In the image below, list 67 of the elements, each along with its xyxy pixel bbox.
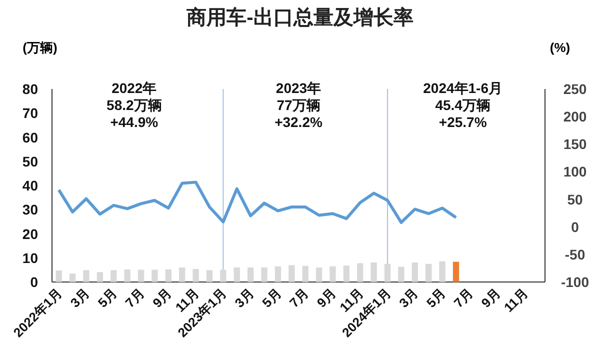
y-tick-label: 30 [22,202,38,218]
bar [247,268,254,282]
y-tick-label: 70 [22,105,38,122]
y2-tick-label: 250 [563,81,587,97]
chart-title: 商用车-出口总量及增长率 [186,6,414,29]
line-series [57,180,458,224]
annotation: 2024年1-6月 45.4万辆 +25.7% [423,80,503,130]
bar [316,268,322,282]
bar [138,270,144,282]
bar [110,270,117,282]
bar [220,270,226,282]
y-axis-title: (万辆) [22,40,58,55]
x-tick-label: 5月 [424,286,448,310]
y-tick-label: 40 [22,178,38,194]
bar [412,262,418,282]
bar [152,270,158,282]
bar [124,269,130,282]
x-tick-label: 11月 [501,286,531,316]
y-tick-label: 60 [22,129,38,146]
x-tick-label: 3月 [232,286,257,310]
bar [192,268,199,282]
y2-tick-label: 200 [563,108,587,125]
y2-axis-title: (%) [550,40,570,55]
y-tick-label: 10 [22,250,38,266]
bar [83,270,90,282]
x-tick-label: 7月 [122,286,148,310]
bar [426,264,432,282]
bar [288,265,295,282]
bar [165,269,172,282]
y2-tick-label: 100 [563,164,587,180]
y2-tick-label: -50 [564,246,586,262]
annotation: 2023年 77万辆 +32.2% [274,80,323,130]
bar [357,263,364,282]
bar [452,262,460,282]
x-tick-label: 7月 [286,286,312,310]
y2-tick-label: 150 [563,136,587,152]
bar [96,272,104,282]
bar [398,266,404,282]
bar [206,270,213,282]
bar [330,266,336,282]
x-tick-label: 3月 [67,286,92,310]
bar [302,266,308,282]
bar [274,266,282,282]
x-tick-label: 3月 [396,286,422,310]
bar [261,268,268,282]
bar [179,268,186,282]
x-tick-label: 7月 [450,286,476,310]
y-tick-label: 50 [22,153,38,170]
bar [343,266,350,282]
bar [234,268,240,282]
x-tick-label: 5月 [94,286,120,310]
bar [69,274,76,282]
y2-tick-label: 0 [571,218,580,235]
y2-tick-label: 50 [567,191,583,208]
x-tick-label: 9月 [150,286,175,310]
y-tick-label: 80 [22,81,38,97]
x-tick-label: 5月 [259,286,284,310]
y-tick-label: 0 [30,274,38,290]
annotation: 2022年 58.2万辆 +44.9% [106,80,162,130]
x-tick-label: 9月 [478,286,504,310]
bar [56,270,62,282]
x-tick-label: 9月 [314,286,339,310]
bar [439,261,446,282]
bar [384,264,391,282]
y-tick-label: 20 [22,226,38,242]
y2-tick-label: -100 [560,274,590,290]
bar [370,262,377,282]
